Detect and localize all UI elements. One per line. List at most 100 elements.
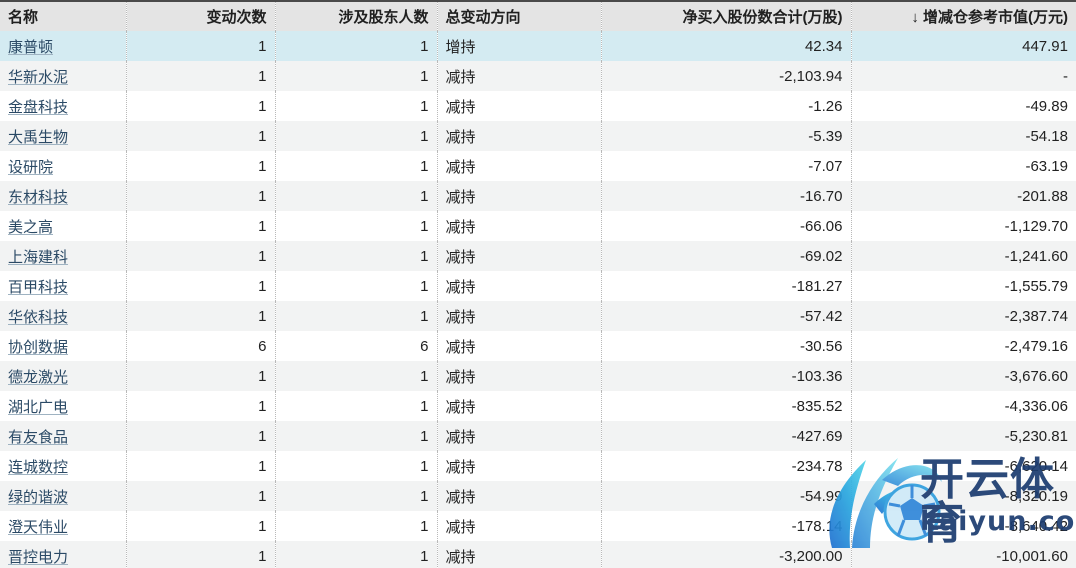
cell-holders: 1 [275,301,438,331]
cell-netshares: 42.34 [601,31,852,61]
cell-mktvalue: -4,336.06 [851,391,1076,421]
column-header-direction[interactable]: 总变动方向 [437,0,602,31]
cell-netshares: -427.69 [601,421,852,451]
cell-name[interactable]: 湖北广电 [0,391,127,421]
cell-direction: 减持 [437,331,602,361]
cell-mktvalue: -6,620.14 [851,451,1076,481]
cell-mktvalue: -1,241.60 [851,241,1076,271]
cell-direction: 减持 [437,451,602,481]
cell-name[interactable]: 华依科技 [0,301,127,331]
column-header-name[interactable]: 名称 [0,0,127,31]
column-header-times[interactable]: 变动次数 [126,0,276,31]
cell-name[interactable]: 连城数控 [0,451,127,481]
cell-name[interactable]: 协创数据 [0,331,127,361]
stock-name-link[interactable]: 金盘科技 [8,98,69,116]
cell-times: 1 [126,211,276,241]
column-header-holders[interactable]: 涉及股东人数 [275,0,438,31]
cell-name[interactable]: 大禹生物 [0,121,127,151]
table-row[interactable]: 晋控电力 1 1 减持 -3,200.00 -10,001.60 [0,541,1076,568]
stock-name-link[interactable]: 有友食品 [8,428,69,446]
cell-netshares: -57.42 [601,301,852,331]
cell-holders: 1 [275,271,438,301]
cell-times: 1 [126,271,276,301]
stock-name-link[interactable]: 华新水泥 [8,68,69,86]
table-row[interactable]: 大禹生物 1 1 减持 -5.39 -54.18 [0,121,1076,151]
cell-times: 6 [126,331,276,361]
cell-netshares: -178.14 [601,511,852,541]
table-row[interactable]: 设研院 1 1 减持 -7.07 -63.19 [0,151,1076,181]
cell-holders: 1 [275,391,438,421]
cell-name[interactable]: 绿的谐波 [0,481,127,511]
cell-direction: 减持 [437,91,602,121]
cell-name[interactable]: 澄天伟业 [0,511,127,541]
cell-name[interactable]: 上海建科 [0,241,127,271]
table-row[interactable]: 东材科技 1 1 减持 -16.70 -201.88 [0,181,1076,211]
table-row[interactable]: 澄天伟业 1 1 减持 -178.14 -8,640.42 [0,511,1076,541]
table-row[interactable]: 美之高 1 1 减持 -66.06 -1,129.70 [0,211,1076,241]
stock-name-link[interactable]: 协创数据 [8,338,69,356]
table-row[interactable]: 百甲科技 1 1 减持 -181.27 -1,555.79 [0,271,1076,301]
table-row[interactable]: 协创数据 6 6 减持 -30.56 -2,479.16 [0,331,1076,361]
cell-times: 1 [126,301,276,331]
cell-name[interactable]: 华新水泥 [0,61,127,91]
table-row[interactable]: 康普顿 1 1 增持 42.34 447.91 [0,31,1076,61]
stock-name-link[interactable]: 上海建科 [8,248,69,266]
cell-name[interactable]: 金盘科技 [0,91,127,121]
stock-name-link[interactable]: 东材科技 [8,188,69,206]
table-row[interactable]: 绿的谐波 1 1 减持 -54.99 -8,320.19 [0,481,1076,511]
stock-name-link[interactable]: 美之高 [8,218,54,236]
stock-name-link[interactable]: 设研院 [8,158,54,176]
cell-times: 1 [126,151,276,181]
table-row[interactable]: 连城数控 1 1 减持 -234.78 -6,620.14 [0,451,1076,481]
cell-holders: 1 [275,31,438,61]
stock-name-link[interactable]: 连城数控 [8,458,69,476]
table-row[interactable]: 华依科技 1 1 减持 -57.42 -2,387.74 [0,301,1076,331]
cell-direction: 减持 [437,211,602,241]
cell-direction: 减持 [437,481,602,511]
cell-netshares: -835.52 [601,391,852,421]
table-row[interactable]: 华新水泥 1 1 减持 -2,103.94- [0,61,1076,91]
cell-netshares: -3,200.00 [601,541,852,568]
cell-holders: 1 [275,511,438,541]
cell-name[interactable]: 百甲科技 [0,271,127,301]
cell-holders: 1 [275,121,438,151]
cell-mktvalue: -63.19 [851,151,1076,181]
cell-netshares: -69.02 [601,241,852,271]
table-row[interactable]: 上海建科 1 1 减持 -69.02 -1,241.60 [0,241,1076,271]
stock-name-link[interactable]: 华依科技 [8,308,69,326]
cell-name[interactable]: 德龙激光 [0,361,127,391]
cell-name[interactable]: 设研院 [0,151,127,181]
cell-times: 1 [126,31,276,61]
cell-name[interactable]: 东材科技 [0,181,127,211]
column-header-mktvalue-sorted[interactable]: ↓ 增减仓参考市值(万元) [851,0,1076,31]
stock-name-link[interactable]: 百甲科技 [8,278,69,296]
cell-mktvalue: -54.18 [851,121,1076,151]
cell-netshares: -5.39 [601,121,852,151]
cell-direction: 减持 [437,511,602,541]
stock-name-link[interactable]: 德龙激光 [8,368,69,386]
cell-direction: 减持 [437,61,602,91]
cell-netshares: -2,103.94 [601,61,852,91]
table-row[interactable]: 湖北广电 1 1 减持 -835.52 -4,336.06 [0,391,1076,421]
cell-direction: 增持 [437,31,602,61]
stock-name-link[interactable]: 湖北广电 [8,398,69,416]
cell-times: 1 [126,451,276,481]
stock-name-link[interactable]: 晋控电力 [8,548,69,566]
cell-mktvalue: -2,387.74 [851,301,1076,331]
table-row[interactable]: 德龙激光 1 1 减持 -103.36 -3,676.60 [0,361,1076,391]
cell-name[interactable]: 晋控电力 [0,541,127,568]
stock-name-link[interactable]: 大禹生物 [8,128,69,146]
stock-name-link[interactable]: 绿的谐波 [8,488,69,506]
cell-times: 1 [126,361,276,391]
table-row[interactable]: 有友食品 1 1 减持 -427.69 -5,230.81 [0,421,1076,451]
column-header-netshares[interactable]: 净买入股份数合计(万股) [601,0,852,31]
stock-name-link[interactable]: 澄天伟业 [8,518,69,536]
cell-name[interactable]: 美之高 [0,211,127,241]
cell-name[interactable]: 有友食品 [0,421,127,451]
stock-name-link[interactable]: 康普顿 [8,38,54,56]
table-row[interactable]: 金盘科技 1 1 减持 -1.26 -49.89 [0,91,1076,121]
cell-name[interactable]: 康普顿 [0,31,127,61]
cell-times: 1 [126,91,276,121]
cell-holders: 1 [275,61,438,91]
